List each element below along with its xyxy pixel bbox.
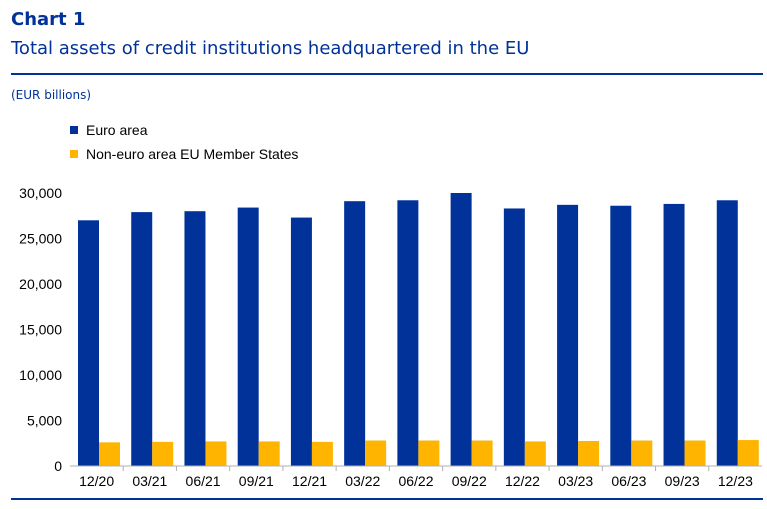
bar-non-euro [365, 440, 387, 466]
y-tick-label: 20,000 [19, 276, 62, 292]
bar-euro-area [503, 208, 525, 466]
y-tick-label: 15,000 [19, 322, 62, 338]
units-label: (EUR billions) [11, 88, 92, 102]
y-tick-label: 5,000 [27, 413, 62, 429]
x-tick-label: 06/22 [398, 473, 433, 489]
bar-euro-area [450, 193, 472, 466]
bar-non-euro [418, 440, 440, 466]
x-tick-label: 09/23 [665, 473, 700, 489]
x-tick-label: 12/20 [79, 473, 114, 489]
bar-non-euro [737, 440, 759, 466]
y-axis-ticks: 0 5,000 10,000 15,000 20,000 25,000 30,000 [19, 185, 62, 474]
x-tick-label: 06/23 [611, 473, 646, 489]
x-tick-label: 12/21 [292, 473, 327, 489]
bar-non-euro [152, 441, 174, 466]
bar-non-euro [311, 441, 333, 466]
legend-label-non-euro: Non-euro area EU Member States [86, 146, 298, 162]
bars [78, 193, 759, 467]
x-tick-label: 12/22 [505, 473, 540, 489]
x-tick-label: 06/21 [186, 473, 221, 489]
top-divider [11, 73, 763, 75]
bar-euro-area [663, 203, 685, 467]
bar-euro-area [237, 207, 259, 466]
bar-non-euro [684, 440, 706, 466]
bar-euro-area [397, 200, 419, 466]
y-tick-label: 30,000 [19, 185, 62, 201]
legend-swatch-non-euro [70, 150, 78, 158]
bar-non-euro [578, 440, 600, 466]
x-tick-label: 03/21 [132, 473, 167, 489]
bar-euro-area [78, 220, 99, 466]
chart-title: Total assets of credit institutions head… [11, 38, 530, 59]
bar-non-euro [205, 441, 227, 466]
x-axis-ticks: 12/20 03/21 06/21 09/21 12/21 03/22 06/22 09/22… [79, 466, 753, 489]
bar-euro-area [184, 211, 206, 466]
legend: Euro area Non-euro area EU Member States [70, 122, 298, 162]
bar-euro-area [131, 212, 153, 466]
bar-euro-area [716, 200, 738, 466]
y-tick-label: 10,000 [19, 367, 62, 383]
x-tick-label: 09/21 [239, 473, 274, 489]
bar-euro-area [344, 201, 366, 466]
bar-non-euro [258, 441, 280, 466]
x-tick-label: 03/23 [558, 473, 593, 489]
y-tick-label: 25,000 [19, 231, 62, 247]
y-tick-label: 0 [54, 458, 62, 474]
chart-number-label: Chart 1 [11, 9, 86, 30]
x-tick-label: 12/23 [718, 473, 753, 489]
bar-euro-area [557, 204, 579, 466]
bar-euro-area [290, 217, 312, 466]
legend-swatch-euro-area [70, 126, 78, 134]
bar-euro-area [610, 205, 632, 467]
legend-label-euro-area: Euro area [86, 122, 148, 138]
bar-non-euro [471, 440, 493, 466]
bar-non-euro [524, 441, 546, 466]
bar-non-euro [99, 442, 120, 466]
bottom-divider [11, 498, 763, 500]
x-tick-label: 03/22 [345, 473, 380, 489]
x-tick-label: 09/22 [452, 473, 487, 489]
bar-non-euro [631, 440, 653, 466]
